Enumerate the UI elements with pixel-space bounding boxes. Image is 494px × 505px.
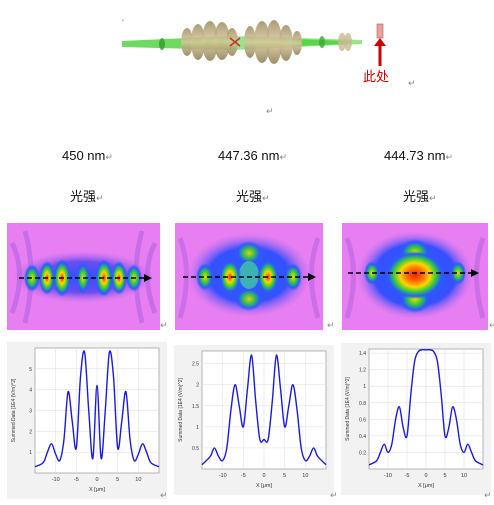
para-mark-chart-1: ↵ (160, 490, 168, 500)
y-tick-label: 1 (363, 384, 366, 390)
para-mark-field-1: ↵ (160, 320, 168, 330)
para-mark-field-3: ↵ (489, 320, 494, 330)
wavelength-label-2: 447.36 nm↵ (218, 148, 287, 163)
y-tick-label: 0.4 (359, 434, 366, 440)
x-tick-label: -5 (74, 477, 79, 483)
detector-plane (376, 23, 384, 39)
x-tick-label: 5 (116, 477, 119, 483)
y-tick-label: 5 (29, 367, 32, 373)
y-tick-label: 1.2 (359, 368, 366, 374)
series-line (368, 349, 484, 466)
wavelength-label-1: 450 nm↵ (62, 148, 113, 163)
x-tick-label: 10 (302, 473, 308, 479)
y-axis-label: Summed Data [1E4 (V/m)^2] (11, 378, 17, 442)
x-axis-label: X [μm] (256, 483, 272, 489)
chart-svg-2: 0.5 1 1.5 2 2.5 -10 -5 0 5 10 X [μm] Summed Data [1… (178, 350, 327, 489)
y-tick-label: 0.8 (359, 401, 366, 407)
x-tick-label: 5 (443, 473, 446, 479)
field-map-1 (7, 223, 160, 330)
line-chart-3: 0.2 0.4 0.6 0.8 1 1.2 1.4 -10 -5 0 5 10 X [μm] Summed… (341, 343, 491, 495)
lens-group-right (244, 20, 352, 64)
intensity-label-1: 光强↵ (70, 189, 104, 204)
para-mark-2: ↵ (266, 106, 274, 116)
y-tick-label: 2 (29, 429, 32, 435)
x-tick-label: 5 (283, 473, 286, 479)
y-tick-label: 1 (29, 450, 32, 456)
y-tick-label: 1.5 (192, 404, 199, 410)
y-tick-label: 3 (29, 409, 32, 415)
y-tick-label: 4 (29, 388, 32, 394)
x-tick-label: 0 (95, 477, 98, 483)
y-tick-label: 0.6 (359, 417, 366, 423)
y-tick-label: 0.2 (359, 450, 366, 456)
field-map-2 (175, 223, 323, 330)
y-tick-label: 2 (196, 383, 199, 389)
y-axis-label: Summed Data [1E4 (V/m)^2] (178, 378, 184, 442)
y-tick-label: 2.5 (192, 362, 199, 368)
series-line (34, 350, 160, 468)
chart-svg-1: 1 2 3 4 5 -10 -5 0 5 10 X [μm] Summed Data [1E4 (V/… (11, 347, 160, 493)
left-mark: ' (122, 18, 124, 28)
line-chart-1: 1 2 3 4 5 -10 -5 0 5 10 X [μm] Summed Data [1E4 (V/… (7, 342, 167, 499)
x-axis-label: X [μm] (89, 487, 105, 493)
chart-svg-3: 0.2 0.4 0.6 0.8 1 1.2 1.4 -10 -5 0 5 10 X [μm] Summed… (345, 348, 484, 489)
line-chart-2: 0.5 1 1.5 2 2.5 -10 -5 0 5 10 X [μm] Summed Data [1… (174, 345, 334, 495)
x-tick-label: -10 (384, 473, 392, 479)
x-tick-label: 0 (262, 473, 265, 479)
y-tick-label: 0.5 (192, 446, 199, 452)
y-tick-label: 1 (196, 425, 199, 431)
x-tick-label: -10 (219, 473, 227, 479)
field-map-3 (342, 223, 488, 330)
x-tick-label: -5 (241, 473, 246, 479)
y-axis-label: Summed Data [1E4 (V/m)^2] (345, 377, 351, 441)
intensity-label-2: 光强↵ (236, 189, 270, 204)
para-mark-chart-2: ↵ (330, 490, 338, 500)
x-tick-label: -10 (52, 477, 60, 483)
para-mark-chart-3: ↵ (484, 490, 492, 500)
y-tick-label: 1.4 (359, 351, 366, 357)
wavelength-label-3: 444.73 nm↵ (384, 148, 453, 163)
detector-annotation: 此处 (363, 69, 390, 84)
x-tick-label: 10 (461, 473, 467, 479)
intensity-label-3: 光强↵ (403, 189, 437, 204)
para-mark-field-2: ↵ (327, 320, 335, 330)
x-tick-label: -5 (405, 473, 410, 479)
x-axis-label: X [μm] (418, 483, 434, 489)
series-line (201, 354, 327, 466)
optical-system-diagram (122, 14, 422, 84)
x-tick-label: 10 (135, 477, 141, 483)
lens-group-left (159, 21, 238, 61)
para-mark-1: ↵ (408, 78, 416, 88)
x-tick-label: 0 (424, 473, 427, 479)
